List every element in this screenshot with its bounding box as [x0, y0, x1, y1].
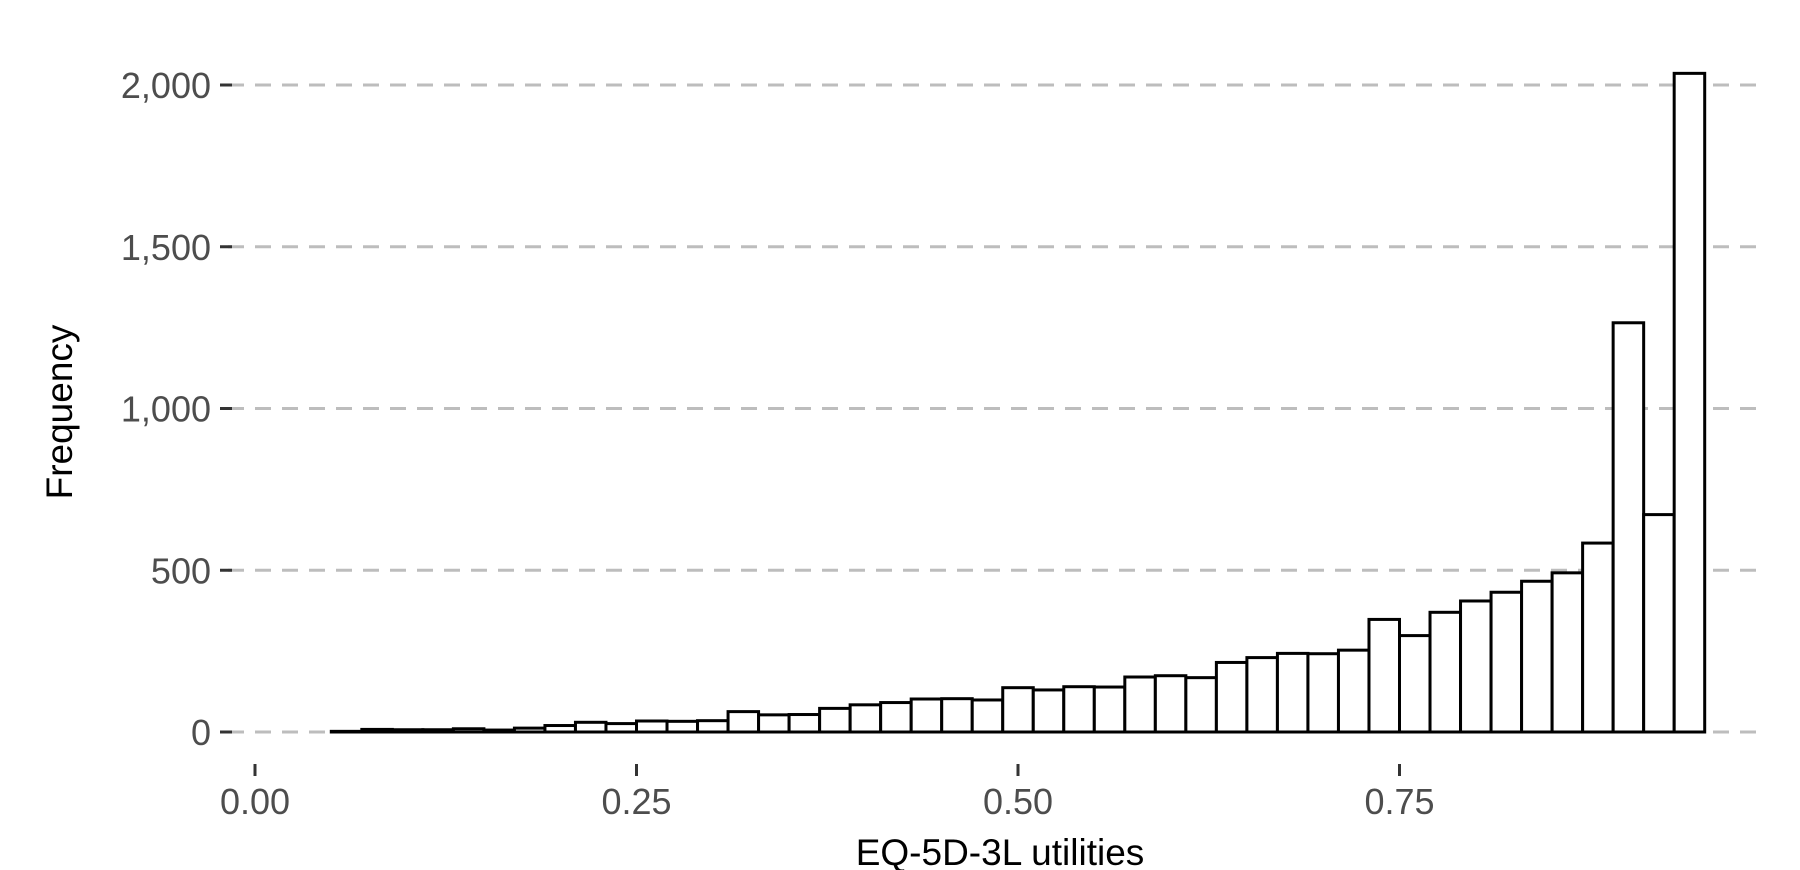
histogram-bar [1398, 634, 1432, 734]
histogram-bar [1581, 541, 1615, 734]
histogram-bar [696, 719, 730, 734]
histogram-bar [1336, 648, 1371, 734]
histogram-bar [940, 697, 974, 734]
x-tick-label: 0.50 [983, 781, 1053, 822]
histogram-bar [848, 703, 883, 734]
histogram-bar [726, 710, 761, 734]
histogram-bar [421, 728, 455, 734]
histogram-bar [909, 697, 944, 734]
histogram-bar [451, 727, 486, 734]
y-tick-label: 1,000 [121, 389, 211, 430]
y-tick-label: 0 [191, 712, 211, 753]
histogram-bar [482, 728, 516, 734]
histogram-bar [1672, 71, 1707, 734]
histogram-bar [1245, 656, 1279, 734]
y-tick-label: 500 [151, 550, 211, 591]
histogram-bars [329, 71, 1707, 734]
histogram-bar [1489, 590, 1524, 734]
y-axis: 0 500 1,000 1,500 2,000 [121, 65, 232, 753]
histogram-bar [879, 701, 913, 734]
histogram-bar [1520, 579, 1554, 734]
histogram-bar [1428, 610, 1463, 734]
histogram-bar [970, 698, 1005, 734]
histogram-bar [1611, 321, 1646, 734]
histogram-bar [390, 728, 425, 734]
histogram-bar [360, 727, 394, 734]
histogram-bar [329, 729, 364, 734]
x-axis-title: EQ-5D-3L utilities [856, 832, 1145, 870]
histogram-bar [1123, 675, 1157, 734]
histogram-bar [635, 719, 669, 734]
x-tick-label: 0.75 [1364, 781, 1434, 822]
histogram-bar [1001, 686, 1035, 734]
x-tick-label: 0.25 [601, 781, 671, 822]
y-axis-title: Frequency [39, 324, 80, 499]
histogram-bar [757, 713, 791, 734]
histogram-bar [1214, 660, 1249, 734]
histogram-bar [1031, 688, 1066, 734]
y-tick-label: 2,000 [121, 65, 211, 106]
histogram-bar [1367, 617, 1401, 734]
x-tick-label: 0.00 [220, 781, 290, 822]
x-axis: 0.00 0.25 0.50 0.75 [220, 764, 1435, 822]
histogram-bar [573, 720, 608, 734]
histogram-bar [604, 722, 638, 734]
histogram-bar [1062, 685, 1096, 734]
histogram-bar [543, 724, 577, 734]
histogram-bar [1153, 674, 1188, 734]
histogram-bar [1275, 651, 1310, 734]
histogram-bar [1550, 571, 1585, 734]
histogram-bar [787, 713, 822, 734]
histogram-bar [1306, 652, 1340, 734]
histogram-bar [665, 719, 700, 734]
histogram-bar [1459, 599, 1493, 734]
histogram-bar [512, 726, 547, 734]
y-tick-label: 1,500 [121, 227, 211, 268]
histogram-bar [1184, 676, 1218, 734]
histogram-bar [1092, 685, 1127, 734]
histogram-bar [1642, 513, 1676, 734]
histogram-bar [818, 706, 852, 734]
